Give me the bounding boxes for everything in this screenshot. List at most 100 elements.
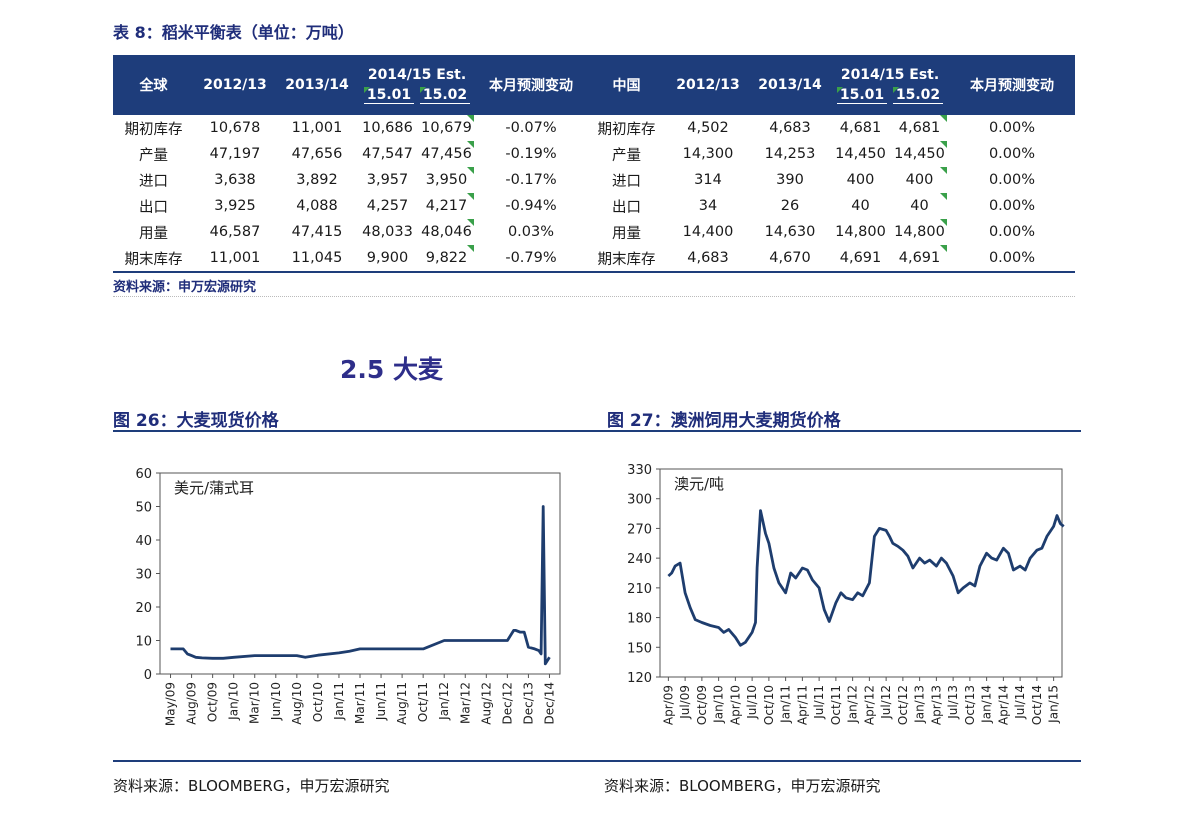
y-tick-label: 270 [627, 522, 652, 537]
x-tick-label: Jul/13 [946, 685, 960, 720]
x-tick-label: Jul/09 [678, 685, 692, 720]
x-tick-label: Jan/10 [712, 685, 726, 724]
table-cell-gchg: -0.94% [505, 198, 557, 214]
table-cell-c2: 14,253 [764, 146, 816, 162]
table-cell-g4: 47,456 [417, 141, 476, 167]
table-cell-g1: 10,678 [209, 120, 261, 136]
x-tick-label: Mar/12 [458, 682, 472, 724]
table-cell-g1: 11,001 [194, 245, 276, 273]
table-cell-label: 期初库存 [124, 121, 183, 138]
header-sub-1501: 15.01 [364, 86, 414, 104]
table-cell-c1: 314 [694, 172, 722, 188]
y-tick-label: 180 [627, 612, 652, 627]
table-row: 期初库存 10,678 11,001 10,686 10,679 -0.07% 期初库存 4,… [113, 115, 1075, 141]
table-cell-c3: 4,681 [839, 120, 882, 136]
table-cell-c4: 400 [890, 167, 949, 193]
table-cell-clabel: 出口 [612, 199, 641, 216]
price-series-line [170, 505, 551, 666]
y-tick-label: 20 [135, 601, 152, 616]
table-cell-cchg: 0.00% [988, 224, 1036, 240]
table-cell-g4: 48,046 [417, 219, 476, 245]
header-estimate: 2014/15 Est. 15.01 15.02 [358, 55, 476, 115]
header-estimate-label-china: 2014/15 Est. [840, 66, 940, 83]
table-cell-g4: 3,950 [417, 167, 476, 193]
table-cell-cchg: 0.00% [949, 245, 1075, 273]
y-tick-label: 10 [135, 635, 152, 650]
table-cell-c4: 4,691 [890, 245, 949, 273]
table-cell-g3: 48,033 [362, 224, 413, 240]
header-2013-14: 2013/14 [276, 55, 358, 115]
table-cell-cchg: 0.00% [988, 172, 1036, 188]
table-cell-g4: 10,679 [417, 115, 476, 141]
x-tick-label: Aug/10 [290, 682, 304, 725]
table-cell-c1: 4,502 [687, 120, 729, 136]
table-cell-c2: 14,630 [764, 224, 816, 240]
table-cell-c4: 40 [890, 193, 949, 219]
table-cell-label: 出口 [139, 199, 168, 216]
table-cell-c1: 4,683 [667, 245, 749, 273]
x-tick-label: Oct/11 [416, 682, 430, 722]
table-cell-g1: 47,197 [209, 146, 261, 162]
table-cell-cchg: 0.00% [988, 198, 1036, 214]
table-cell-g3: 3,957 [366, 172, 409, 188]
x-tick-label: Oct/12 [896, 685, 910, 725]
x-tick-label: Apr/11 [795, 685, 809, 725]
fig27-source: 资料来源：BLOOMBERG，申万宏源研究 [604, 777, 881, 795]
table-cell-c2: 4,683 [769, 120, 811, 136]
table-row: 进口 3,638 3,892 3,957 3,950 -0.17% 进口 314 390 400 4… [113, 167, 1075, 193]
table-cell-label: 产量 [139, 147, 168, 164]
table-body: 期初库存 10,678 11,001 10,686 10,679 -0.07% 期初库存 4,… [113, 115, 1075, 273]
table-cell-g1: 3,925 [214, 198, 256, 214]
x-tick-label: Jan/10 [227, 682, 241, 721]
table-cell-gchg: 0.03% [507, 224, 555, 240]
header-china: 中国 [586, 55, 667, 115]
fig27-title: 图 27：澳洲饲用大麦期货价格 [607, 411, 841, 431]
x-tick-label: Dec/13 [521, 682, 535, 725]
dotted-divider [113, 296, 1075, 297]
table-cell-c4: 4,681 [890, 115, 949, 141]
x-tick-label: Oct/09 [206, 682, 220, 722]
header-sub-1502: 15.02 [420, 86, 470, 104]
y-tick-label: 60 [135, 467, 152, 482]
x-tick-label: Jan/14 [980, 685, 994, 724]
table-row: 出口 3,925 4,088 4,257 4,217 -0.94% 出口 34 26 40 40 0.… [113, 193, 1075, 219]
x-tick-label: Oct/14 [1030, 685, 1044, 725]
table-cell-gchg: -0.07% [505, 120, 557, 136]
x-tick-label: Jun/10 [269, 682, 283, 721]
table-row: 用量 46,587 47,415 48,033 48,046 0.03% 用量 14,400 1… [113, 219, 1075, 245]
table-cell-c2: 26 [780, 198, 800, 214]
table-cell-gchg: -0.17% [505, 172, 557, 188]
x-tick-label: Dec/12 [500, 682, 514, 725]
table-source: 资料来源：申万宏源研究 [113, 280, 257, 295]
barley-spot-price-chart: 0 10 20 30 40 50 60 May/09 Aug/09 Oct/09 Jan/10 Mar… [135, 467, 561, 726]
x-tick-label: Aug/11 [395, 682, 409, 725]
y-tick-label: 0 [144, 668, 152, 683]
table-cell-g3: 47,547 [362, 146, 413, 162]
table-cell-c3: 400 [846, 172, 875, 188]
y-tick-label: 30 [135, 568, 152, 583]
table-cell-g2: 47,656 [291, 146, 343, 162]
header-2013-14-china: 2013/14 [749, 55, 831, 115]
plot-frame [659, 468, 1063, 678]
header-estimate-label: 2014/15 Est. [367, 66, 467, 83]
table-cell-g3: 10,686 [362, 120, 413, 136]
x-tick-label: Jul/14 [1013, 685, 1027, 720]
plot-frame [159, 472, 561, 675]
table-cell-c4: 14,450 [890, 141, 949, 167]
fig26-title: 图 26：大麦现货价格 [113, 411, 279, 431]
table-cell-clabel: 用量 [612, 225, 641, 242]
x-tick-label: Jun/11 [374, 682, 388, 721]
table-cell-c3: 4,691 [831, 245, 890, 273]
y-tick-label: 40 [135, 534, 152, 549]
table-cell-g4: 9,822 [417, 245, 476, 273]
x-tick-label: Jul/12 [879, 685, 893, 720]
x-tick-label: May/09 [164, 682, 178, 726]
rice-balance-table: 全球 2012/13 2013/14 2014/15 Est. 15.01 15… [113, 55, 1075, 273]
price-series-line [667, 509, 1065, 647]
x-tick-label: Jan/12 [846, 685, 860, 724]
x-tick-label: Apr/10 [728, 685, 742, 725]
table-cell-g2: 3,892 [296, 172, 338, 188]
section-heading: 2.5 大麦 [340, 355, 443, 384]
table-row: 期末库存 11,001 11,045 9,900 9,822 -0.79% 期末库存 4,68… [113, 245, 1075, 273]
table-cell-g3: 9,900 [358, 245, 417, 273]
